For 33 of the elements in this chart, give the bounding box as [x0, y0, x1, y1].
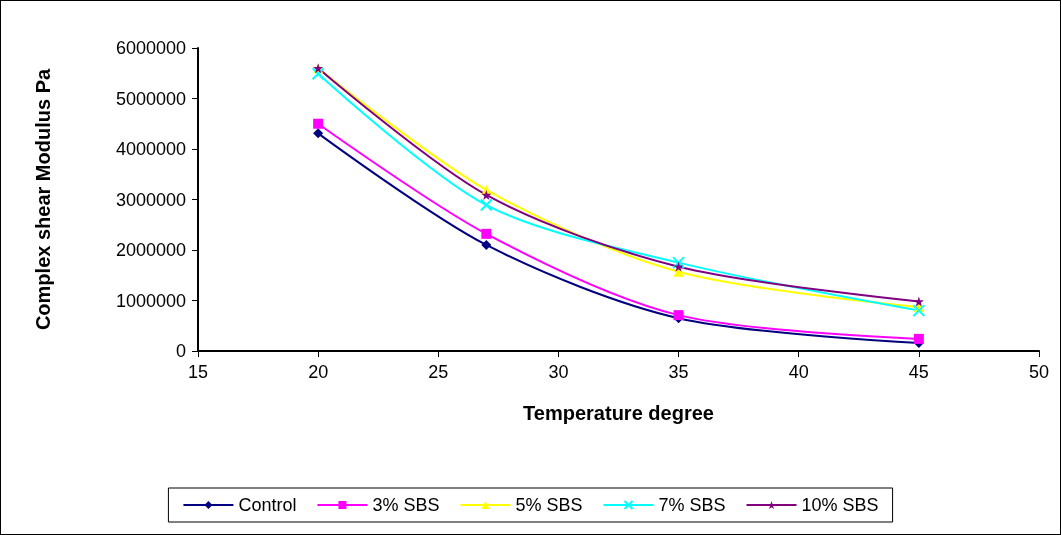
point — [912, 304, 926, 318]
y-tick-label: 4000000 — [115, 139, 186, 159]
x-axis-title: Temperature degree — [523, 402, 714, 424]
y-tick-label: 2000000 — [115, 240, 186, 260]
point — [479, 198, 493, 212]
y-tick-label: 1000000 — [115, 290, 186, 311]
point — [481, 239, 492, 250]
legend-label: 10% SBS — [801, 495, 879, 515]
x-tick-label: 40 — [788, 362, 809, 382]
x-tick-label: 45 — [908, 362, 929, 382]
legend-label: 3% SBS — [372, 495, 440, 515]
x-tick-label: 35 — [668, 362, 689, 382]
y-tick-label: 0 — [175, 341, 186, 361]
legend-label: 7% SBS — [658, 495, 726, 515]
x-tick-label: 20 — [308, 362, 329, 382]
point — [311, 67, 325, 81]
legend-label: 5% SBS — [515, 495, 583, 515]
point — [313, 118, 324, 129]
y-axis-title: Complex shear Modulus Pa — [32, 68, 54, 331]
x-tick-label: 30 — [548, 362, 569, 382]
point — [673, 261, 684, 272]
x-tick-label: 25 — [428, 362, 449, 382]
y-tick-label: 5000000 — [115, 88, 186, 109]
x-tick-label: 50 — [1028, 362, 1050, 382]
x-tick-label: 15 — [187, 362, 209, 382]
legend-label: Control — [238, 495, 297, 515]
point — [913, 333, 924, 344]
y-tick-label: 3000000 — [115, 189, 186, 210]
point — [481, 189, 492, 200]
point — [481, 228, 492, 239]
point — [672, 256, 686, 270]
point — [313, 128, 324, 139]
y-tick-label: 6000000 — [115, 38, 186, 58]
